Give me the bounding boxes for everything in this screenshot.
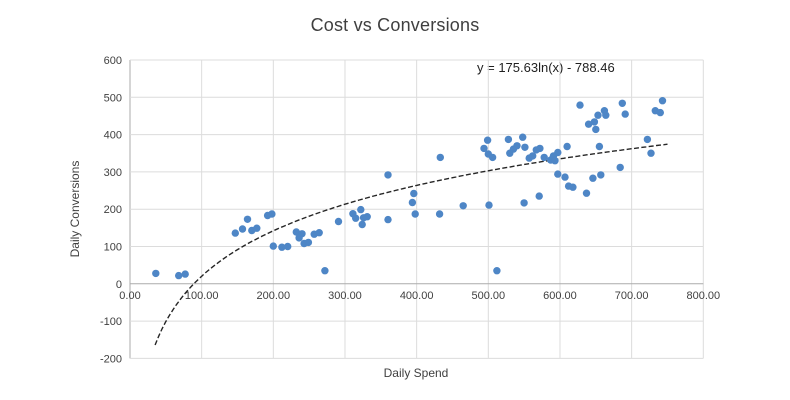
data-point xyxy=(488,153,497,162)
data-point xyxy=(561,173,569,181)
data-point xyxy=(554,148,562,157)
data-point xyxy=(540,153,548,162)
x-tick-label: 400.00 xyxy=(400,290,434,302)
data-point xyxy=(152,269,160,278)
data-point xyxy=(618,99,626,108)
data-point xyxy=(175,271,183,280)
data-point xyxy=(589,174,597,182)
data-point xyxy=(520,199,528,207)
data-point xyxy=(647,149,655,157)
data-point xyxy=(181,270,189,278)
data-point xyxy=(594,111,602,119)
data-point xyxy=(551,157,559,165)
data-point xyxy=(411,210,419,218)
data-point xyxy=(602,111,610,119)
data-point xyxy=(656,108,664,117)
data-point xyxy=(384,171,392,179)
data-point xyxy=(384,215,392,224)
data-point xyxy=(410,189,418,198)
data-point xyxy=(521,143,529,151)
data-point xyxy=(253,224,261,232)
data-point xyxy=(582,189,591,197)
data-point xyxy=(584,120,593,128)
data-point xyxy=(595,142,604,151)
data-point xyxy=(590,118,599,126)
data-point xyxy=(519,133,527,141)
data-point xyxy=(357,205,365,214)
data-point xyxy=(504,135,513,144)
data-point xyxy=(304,238,313,247)
data-point xyxy=(334,217,343,226)
x-tick-label: 500.00 xyxy=(471,290,505,302)
x-tick-label: 300.00 xyxy=(328,290,362,302)
data-point xyxy=(292,228,300,236)
data-point xyxy=(352,214,360,222)
data-point xyxy=(436,153,444,162)
x-tick-label: 800.00 xyxy=(686,290,720,302)
data-point xyxy=(459,202,467,210)
data-point xyxy=(621,110,629,118)
data-point xyxy=(269,242,277,250)
data-point xyxy=(238,225,247,233)
data-point xyxy=(576,101,584,109)
x-tick-label: 600.00 xyxy=(543,290,577,302)
trendline-equation-label: y = 175.63ln(x) - 788.46 xyxy=(477,60,615,75)
data-point xyxy=(278,243,286,251)
data-point xyxy=(315,229,323,237)
data-point xyxy=(363,213,371,221)
y-tick-label: 600 xyxy=(104,55,122,67)
y-tick-label: 500 xyxy=(104,92,122,104)
data-point xyxy=(243,215,252,223)
y-tick-label: 100 xyxy=(104,242,122,254)
data-point xyxy=(536,144,544,153)
x-axis-title: Daily Spend xyxy=(383,366,449,380)
data-point xyxy=(569,183,577,191)
data-point xyxy=(231,229,239,237)
data-point xyxy=(597,171,605,179)
y-tick-label: 400 xyxy=(104,130,122,142)
data-point xyxy=(435,210,444,218)
x-tick-label: 200.00 xyxy=(256,290,290,302)
trendline xyxy=(154,143,668,346)
data-point xyxy=(535,192,543,200)
x-tick-label: 700.00 xyxy=(615,290,649,302)
data-point xyxy=(480,144,488,153)
y-tick-label: 200 xyxy=(104,204,122,216)
data-point xyxy=(268,210,276,218)
data-point xyxy=(592,125,600,134)
y-tick-label: 300 xyxy=(104,167,122,179)
chart-title: Cost vs Conversions xyxy=(310,15,480,35)
y-tick-label: -200 xyxy=(100,353,122,365)
x-tick-label: 0.00 xyxy=(119,290,140,302)
data-point xyxy=(485,201,493,209)
x-tick-label: 100.00 xyxy=(185,290,219,302)
data-point xyxy=(321,267,329,275)
y-tick-label: 0 xyxy=(116,279,122,291)
data-point xyxy=(563,142,571,151)
data-point xyxy=(529,152,537,160)
data-point xyxy=(483,136,492,144)
data-point xyxy=(658,97,667,105)
data-point xyxy=(284,242,292,251)
data-point xyxy=(513,142,521,150)
data-point xyxy=(358,220,366,229)
y-tick-label: -100 xyxy=(100,316,122,328)
data-point xyxy=(554,170,562,178)
data-point xyxy=(493,267,501,275)
data-point xyxy=(408,198,417,207)
data-point xyxy=(643,135,652,144)
data-point xyxy=(298,230,306,238)
data-point xyxy=(616,163,624,172)
